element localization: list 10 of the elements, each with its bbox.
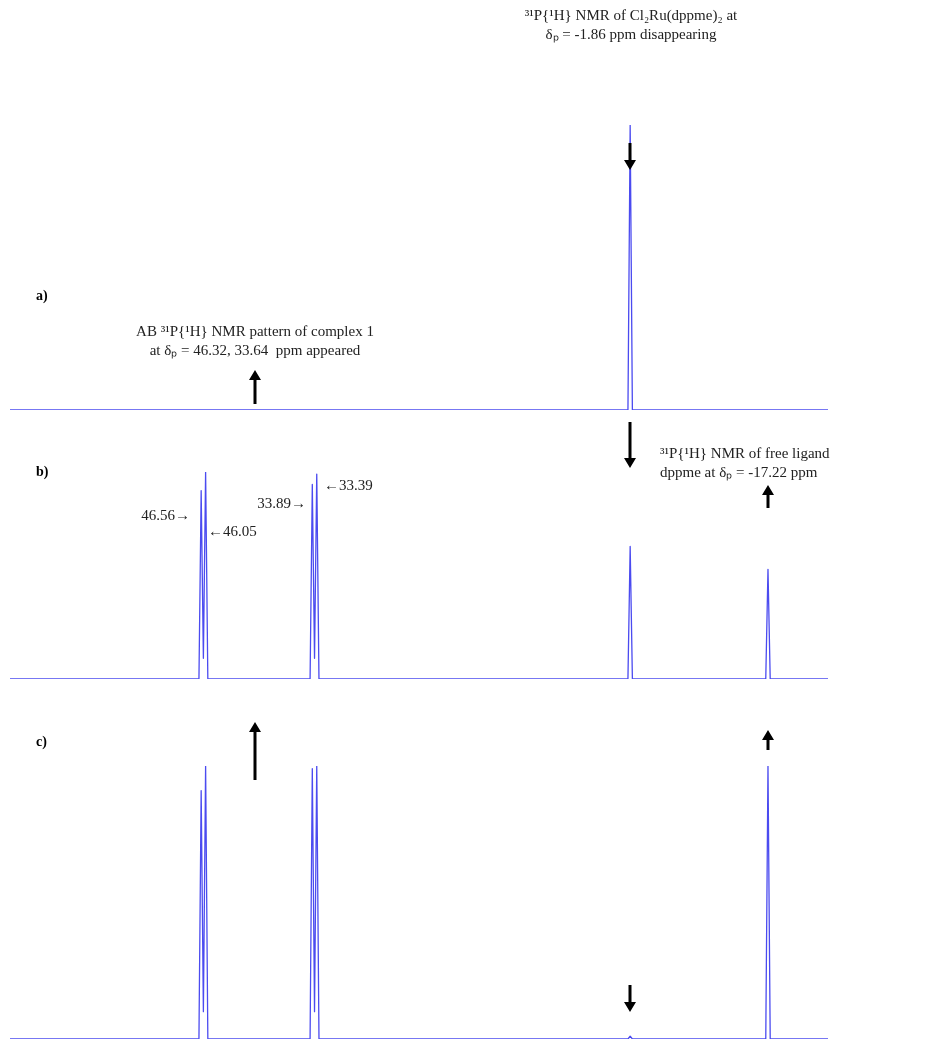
annotation: ←46.05 [208,522,258,541]
annotation: ←33.39 [324,476,374,495]
text: ³¹P{¹H} NMR of Cl₂Ru(dppme)₂ at δₚ = -1.86 ppm disappearing [523,6,739,44]
chart-title: c) [36,734,47,750]
chart-title: b) [36,464,49,480]
annotation: 46.56→ [140,506,190,525]
annotation: 33.89→ [256,494,306,513]
annotation: ³¹P{¹H} NMR of free ligand dppme at δₚ = -17.22 ppm [660,444,831,482]
text: a) [36,288,48,304]
annotation: AB ³¹P{¹H} NMR pattern of complex 1 at δₚ = 46.32, 33.64 ppm appeared [135,322,375,360]
